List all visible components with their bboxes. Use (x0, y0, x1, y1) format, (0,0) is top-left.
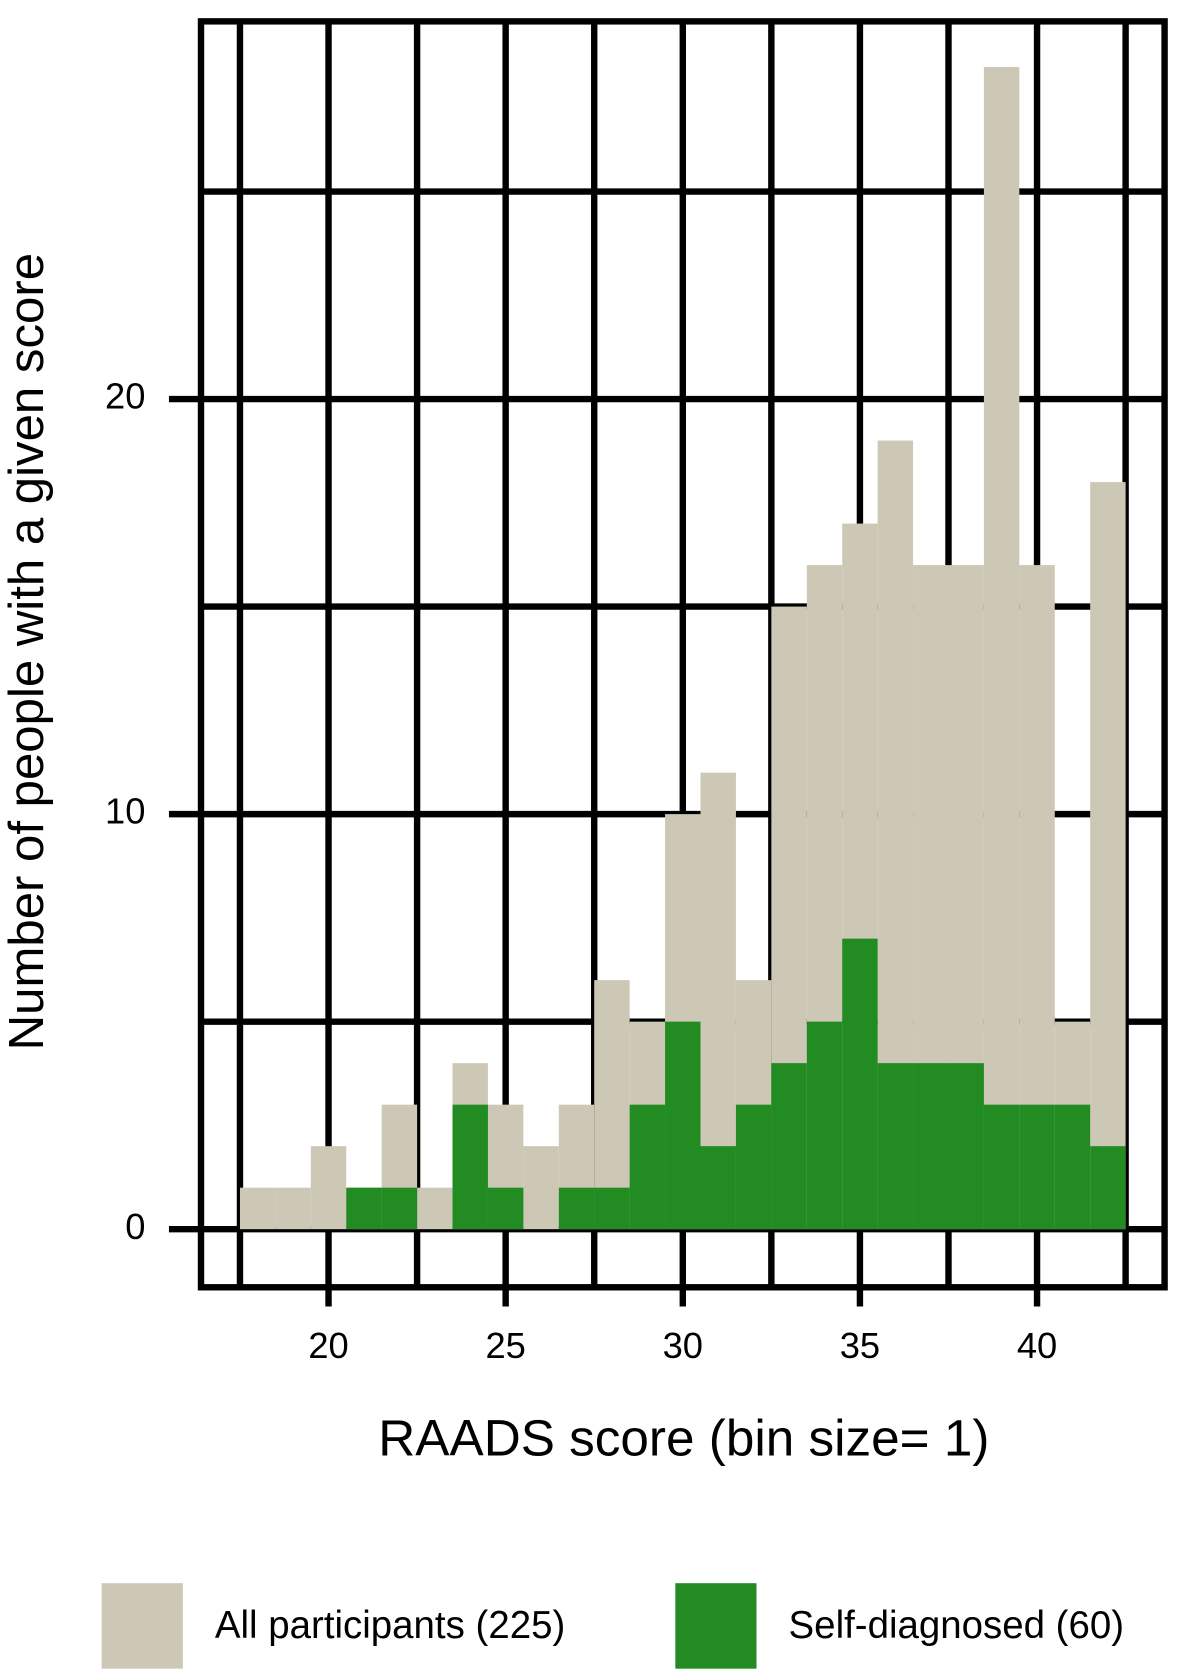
bar (913, 1063, 949, 1230)
bar (842, 938, 878, 1230)
bar (346, 1187, 382, 1230)
x-tick-label: 20 (308, 1325, 348, 1366)
bar (417, 1187, 453, 1230)
bar (877, 1063, 914, 1230)
bar (1090, 482, 1126, 1230)
legend-swatch (101, 1583, 183, 1669)
bar (983, 67, 1020, 1230)
bar (948, 1063, 984, 1230)
bar (452, 1104, 488, 1230)
bar (700, 1146, 736, 1230)
bar (523, 1146, 559, 1230)
ticks: 0 10 20 20 25 30 35 40 (105, 376, 1057, 1366)
bar (1054, 1104, 1091, 1230)
y-axis-title: Number of people with a given score (0, 253, 54, 1050)
x-tick-label: 40 (1017, 1325, 1057, 1366)
bar (487, 1187, 524, 1230)
y-tick-label: 20 (105, 376, 145, 417)
legend-label: Self-diagnosed (60) (789, 1604, 1124, 1647)
bar (381, 1187, 418, 1230)
legend: All participants (225) Self-diagnosed (60… (101, 1583, 1124, 1669)
x-axis-title: RAADS score (bin size= 1) (378, 1410, 989, 1467)
bar (594, 1187, 630, 1230)
bar (310, 1146, 347, 1230)
bar (983, 1104, 1020, 1230)
bar (275, 1187, 311, 1230)
x-tick-label: 25 (485, 1325, 525, 1366)
legend-label: All participants (225) (215, 1604, 565, 1647)
y-tick-label: 0 (125, 1206, 145, 1247)
legend-swatch (675, 1583, 757, 1669)
bar (735, 1104, 772, 1230)
bars (239, 67, 1126, 1230)
bar (629, 1104, 666, 1230)
bar (665, 1021, 701, 1230)
bar (239, 1187, 276, 1230)
bar (1090, 1146, 1126, 1230)
x-tick-label: 30 (663, 1325, 703, 1366)
bar (771, 1063, 807, 1230)
bar (1019, 1104, 1055, 1230)
y-tick-label: 10 (105, 791, 145, 832)
bar (558, 1187, 595, 1230)
bar (806, 1021, 843, 1230)
x-tick-label: 35 (840, 1325, 880, 1366)
